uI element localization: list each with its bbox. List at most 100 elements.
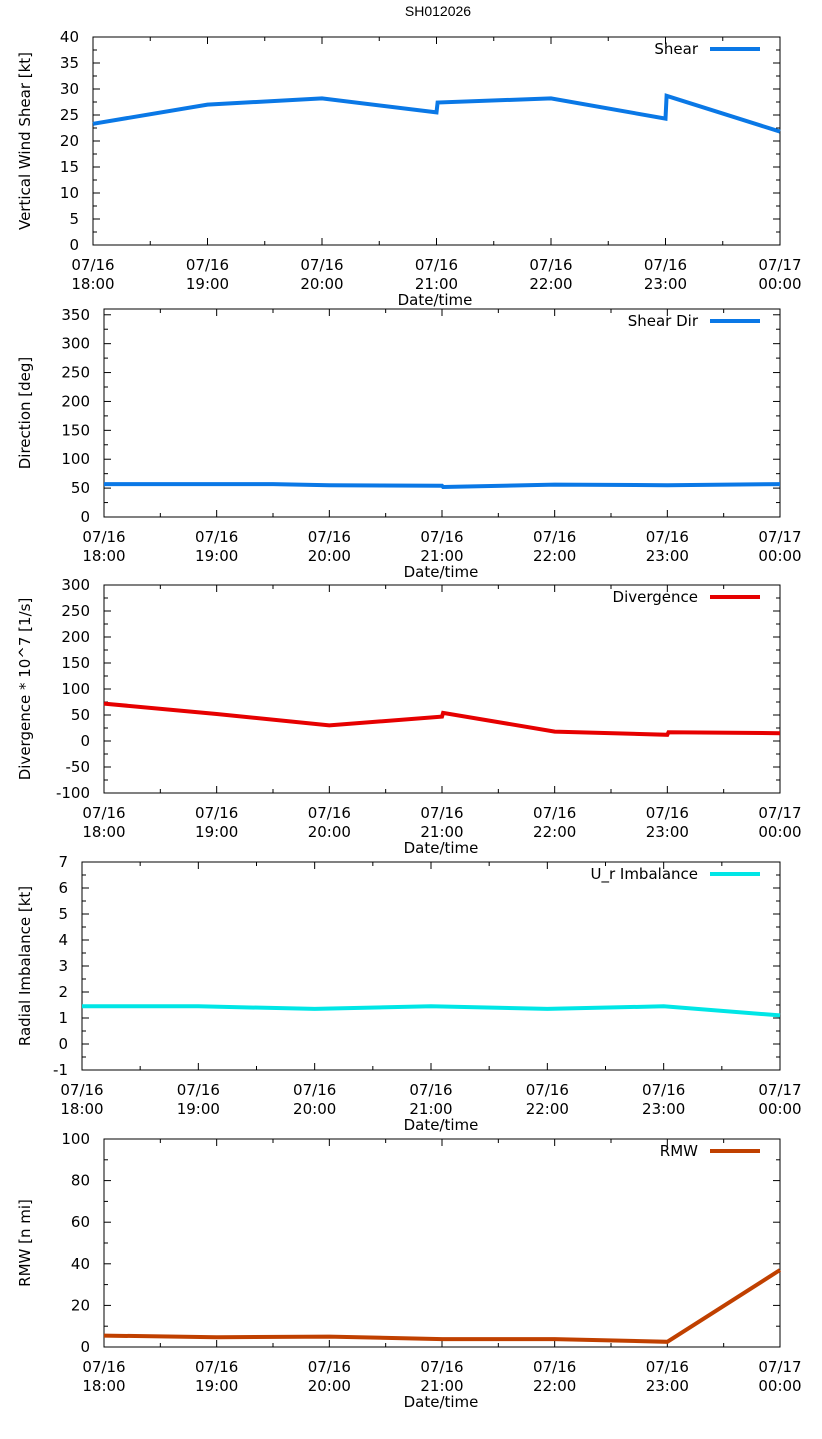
x-tick-label-time: 20:00 — [300, 275, 343, 293]
x-tick-label-date: 07/17 — [758, 1358, 801, 1376]
y-tick-label: 150 — [61, 654, 90, 672]
series-line-shear-dir — [104, 482, 781, 490]
x-tick-label-time: 18:00 — [60, 1100, 103, 1118]
x-tick-label-time: 23:00 — [642, 1100, 685, 1118]
x-tick-label-time: 21:00 — [415, 275, 458, 293]
x-tick-label-date: 07/16 — [82, 528, 125, 546]
x-tick-label-date: 07/16 — [420, 1358, 463, 1376]
x-tick-label-time: 20:00 — [308, 823, 351, 841]
series-line-rmw — [103, 1268, 782, 1344]
x-tick-label-date: 07/16 — [529, 256, 572, 274]
x-tick-label-date: 07/16 — [60, 1081, 103, 1099]
y-tick-label: 40 — [60, 28, 79, 46]
x-tick-label-date: 07/16 — [533, 1358, 576, 1376]
y-tick-label: 5 — [69, 210, 79, 228]
x-tick-label-time: 19:00 — [195, 547, 238, 565]
x-tick-label-date: 07/16 — [195, 1358, 238, 1376]
series-line-shear — [92, 93, 781, 134]
x-tick-label-time: 00:00 — [758, 275, 801, 293]
chart-panel-5: 02040608010007/1618:0007/1619:0007/1620:… — [16, 1130, 802, 1411]
x-axis-label: Date/time — [404, 1116, 479, 1134]
y-tick-label: 7 — [58, 853, 68, 871]
legend-label: Shear Dir — [628, 312, 699, 330]
y-axis-label: Radial Imbalance [kt] — [16, 886, 34, 1046]
x-tick-label-date: 07/16 — [195, 804, 238, 822]
x-tick-label-date: 07/16 — [646, 528, 689, 546]
y-tick-label: -1 — [53, 1061, 68, 1079]
x-tick-label-date: 07/16 — [409, 1081, 452, 1099]
x-tick-label-date: 07/16 — [177, 1081, 220, 1099]
x-axis-label: Date/time — [404, 839, 479, 857]
y-tick-label: 0 — [69, 236, 79, 254]
x-tick-label-date: 07/17 — [758, 256, 801, 274]
y-tick-label: 25 — [60, 106, 79, 124]
x-tick-label-date: 07/17 — [758, 528, 801, 546]
x-tick-label-date: 07/16 — [646, 1358, 689, 1376]
x-tick-label-time: 23:00 — [646, 823, 689, 841]
x-axis-label: Date/time — [404, 1393, 479, 1411]
y-tick-label: 0 — [58, 1035, 68, 1053]
y-tick-label: 80 — [71, 1172, 90, 1190]
x-tick-label-time: 20:00 — [293, 1100, 336, 1118]
x-tick-label-time: 18:00 — [82, 547, 125, 565]
x-tick-label-time: 00:00 — [758, 1377, 801, 1395]
y-axis-label: RMW [n mi] — [16, 1199, 34, 1287]
chart-panel-1: 051015202530354007/1618:0007/1619:0007/1… — [16, 28, 802, 309]
y-tick-label: 100 — [61, 680, 90, 698]
x-axis-label: Date/time — [404, 563, 479, 581]
x-tick-label-date: 07/16 — [308, 1358, 351, 1376]
x-tick-label-date: 07/16 — [300, 256, 343, 274]
x-tick-label-date: 07/16 — [533, 804, 576, 822]
y-tick-label: 300 — [61, 335, 90, 353]
y-tick-label: 60 — [71, 1213, 90, 1231]
y-tick-label: 50 — [71, 479, 90, 497]
x-tick-label-time: 21:00 — [420, 1377, 463, 1395]
y-axis-label: Vertical Wind Shear [kt] — [16, 52, 34, 230]
x-tick-label-date: 07/16 — [644, 256, 687, 274]
y-tick-label: 150 — [61, 421, 90, 439]
x-tick-label-time: 19:00 — [186, 275, 229, 293]
x-tick-label-time: 18:00 — [82, 823, 125, 841]
chart-panel-3: -100-5005010015020025030007/1618:0007/16… — [16, 576, 802, 857]
y-tick-label: 0 — [80, 732, 90, 750]
x-tick-label-date: 07/16 — [420, 804, 463, 822]
y-tick-label: 100 — [61, 450, 90, 468]
x-tick-label-date: 07/16 — [71, 256, 114, 274]
y-tick-label: 0 — [80, 1338, 90, 1356]
y-tick-label: 3 — [58, 957, 68, 975]
y-tick-label: 350 — [61, 306, 90, 324]
x-tick-label-date: 07/16 — [82, 804, 125, 822]
y-tick-label: 200 — [61, 392, 90, 410]
y-tick-label: 250 — [61, 364, 90, 382]
y-tick-label: 6 — [58, 879, 68, 897]
x-tick-label-time: 21:00 — [420, 547, 463, 565]
x-tick-label-time: 21:00 — [420, 823, 463, 841]
x-tick-label-time: 22:00 — [529, 275, 572, 293]
y-tick-label: 30 — [60, 80, 79, 98]
y-tick-label: 300 — [61, 576, 90, 594]
legend-label: Divergence — [613, 588, 698, 606]
y-axis-label: Divergence * 10^7 [1/s] — [16, 598, 34, 781]
x-tick-label-time: 00:00 — [758, 547, 801, 565]
x-tick-label-date: 07/16 — [533, 528, 576, 546]
y-tick-label: 40 — [71, 1255, 90, 1273]
x-tick-label-date: 07/16 — [186, 256, 229, 274]
figure-title: SH012026 — [405, 3, 471, 19]
y-tick-label: 4 — [58, 931, 68, 949]
x-tick-label-date: 07/16 — [82, 1358, 125, 1376]
y-tick-label: 1 — [58, 1009, 68, 1027]
y-tick-label: 50 — [71, 706, 90, 724]
x-tick-label-date: 07/16 — [308, 528, 351, 546]
x-tick-label-time: 23:00 — [644, 275, 687, 293]
chart-panel-2: 05010015020025030035007/1618:0007/1619:0… — [16, 306, 802, 581]
x-tick-label-date: 07/16 — [195, 528, 238, 546]
y-tick-label: 2 — [58, 983, 68, 1001]
x-tick-label-date: 07/16 — [646, 804, 689, 822]
x-tick-label-date: 07/16 — [420, 528, 463, 546]
x-tick-label-time: 18:00 — [71, 275, 114, 293]
y-tick-label: -100 — [56, 784, 90, 802]
x-tick-label-time: 22:00 — [526, 1100, 569, 1118]
x-tick-label-date: 07/16 — [642, 1081, 685, 1099]
legend-label: RMW — [660, 1142, 698, 1160]
